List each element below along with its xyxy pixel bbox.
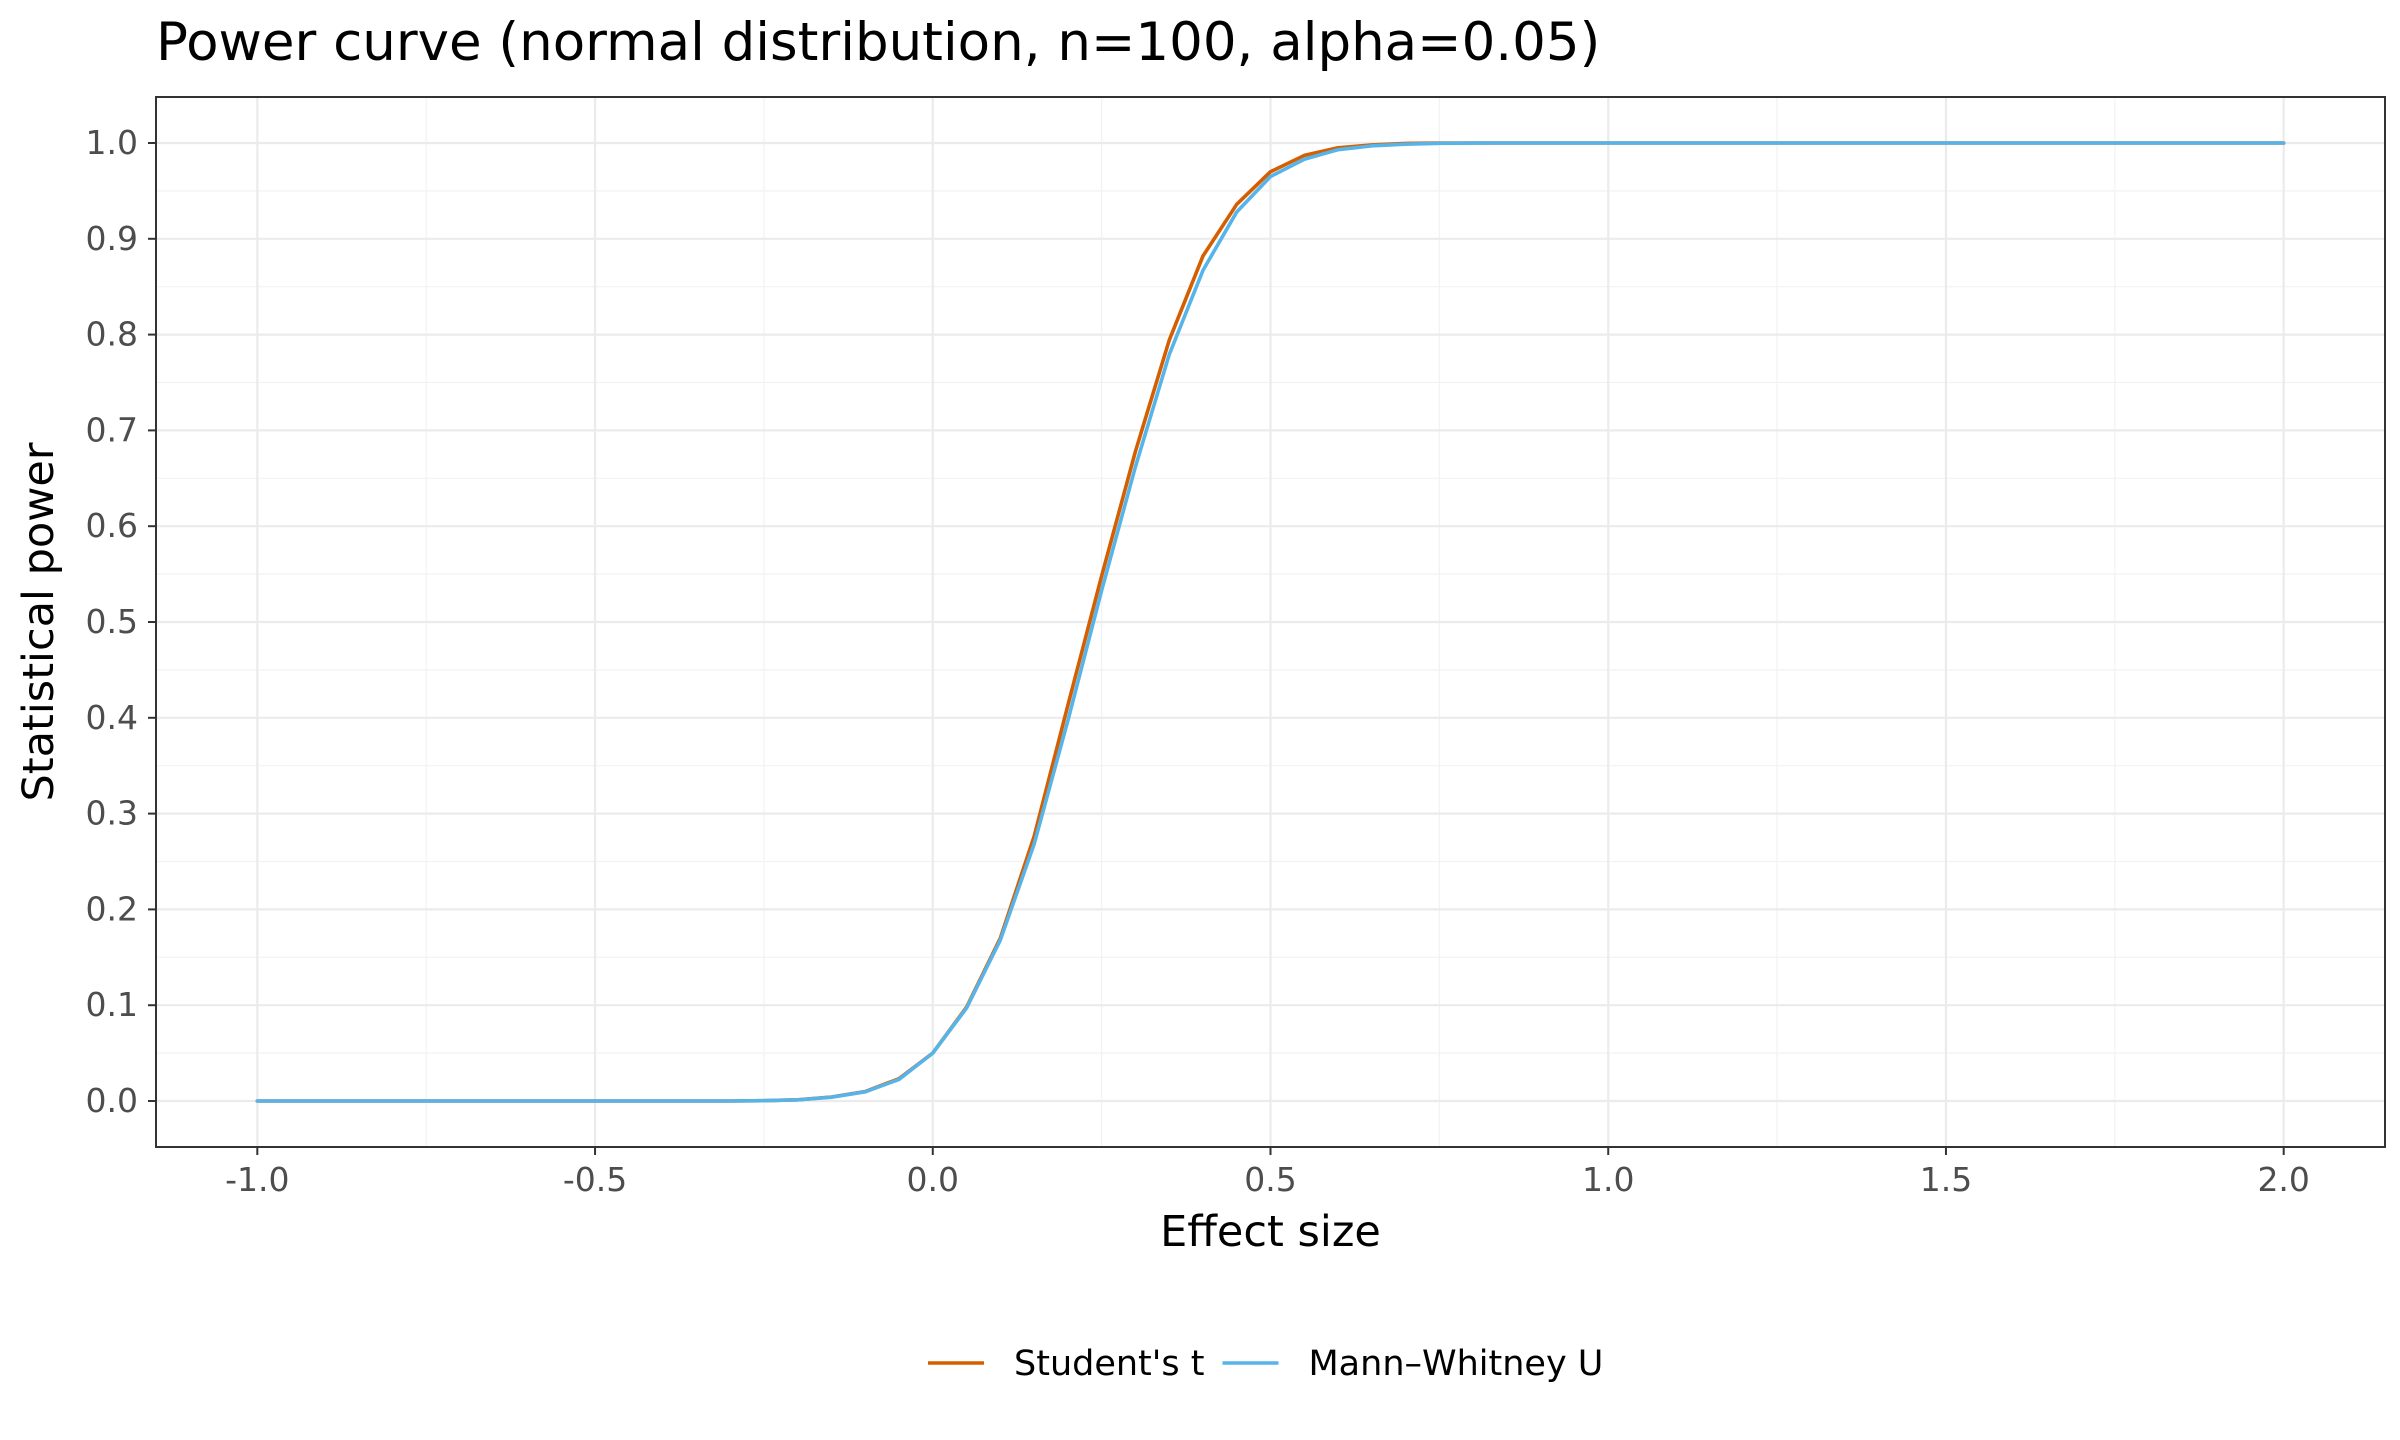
y-tick-label: 0.6 (86, 506, 138, 545)
y-tick-label: 0.1 (86, 985, 138, 1024)
x-axis-title: Effect size (1160, 1207, 1381, 1257)
y-tick-label: 0.3 (86, 794, 138, 833)
chart-title: Power curve (normal distribution, n=100,… (156, 12, 1600, 73)
x-tick-label: 0.0 (907, 1160, 959, 1199)
x-tick-label: 0.5 (1244, 1160, 1296, 1199)
x-tick-label: 1.0 (1582, 1160, 1634, 1199)
x-tick-label: 2.0 (2257, 1160, 2309, 1199)
series-line-mann-whitney-u (255, 141, 2286, 1103)
legend-label: Mann–Whitney U (1308, 1344, 1603, 1384)
legend: Student's t Mann–Whitney U (928, 1344, 1603, 1384)
x-tick-label: -1.0 (225, 1160, 289, 1199)
y-tick-label: 1.0 (86, 123, 138, 162)
y-tick-label: 0.7 (86, 410, 138, 449)
x-tick-label: 1.5 (1920, 1160, 1972, 1199)
y-tick-label: 0.0 (86, 1081, 138, 1120)
legend-item-students-t: Student's t (928, 1344, 1204, 1384)
series-layer (255, 141, 2286, 1103)
y-tick-label: 0.4 (86, 698, 138, 737)
legend-label: Student's t (1014, 1344, 1204, 1384)
legend-item-mann-whitney-u: Mann–Whitney U (1222, 1344, 1603, 1384)
x-tick-label: -0.5 (563, 1160, 627, 1199)
axis-layer: -1.0 -0.5 0.0 0.5 1.0 1.5 2.0 0.0 0.1 0.2 0.3 0.4 0.… (86, 123, 2310, 1199)
grid-layer (156, 97, 2385, 1147)
y-tick-label: 0.5 (86, 602, 138, 641)
y-tick-label: 0.2 (86, 889, 138, 928)
y-axis-title: Statistical power (14, 442, 64, 801)
y-tick-label: 0.8 (86, 315, 138, 354)
y-tick-label: 0.9 (86, 219, 138, 258)
